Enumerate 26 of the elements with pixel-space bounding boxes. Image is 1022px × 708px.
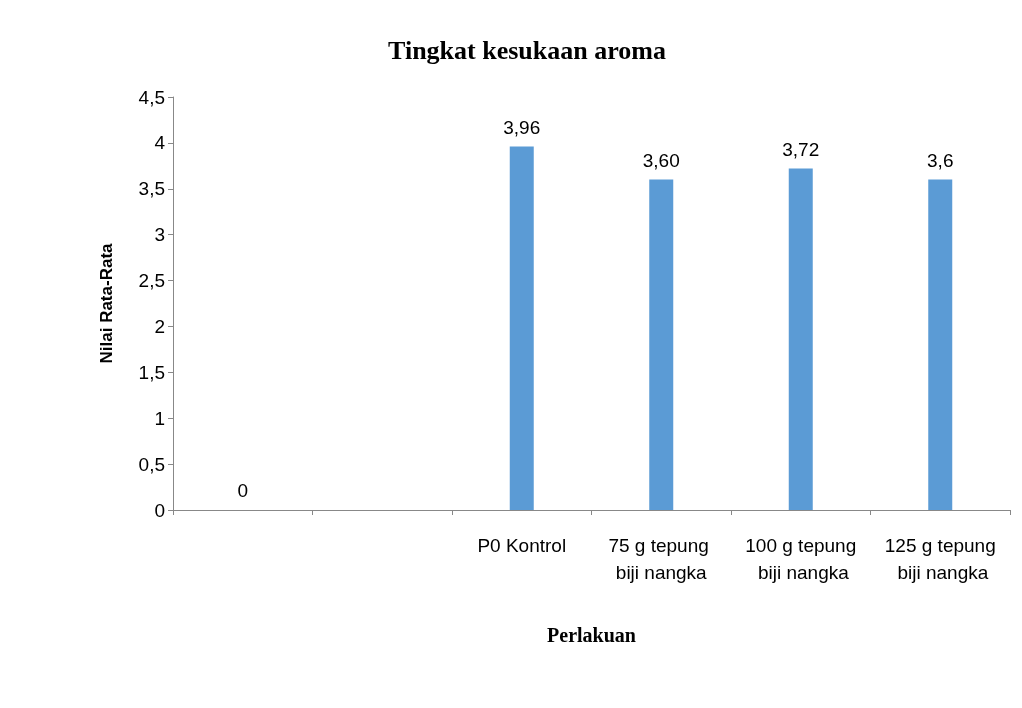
bar	[649, 179, 674, 510]
data-label: 3,96	[503, 116, 541, 138]
x-tick-label: 100 g tepung biji nangka	[745, 535, 857, 583]
y-tick-label: 3	[154, 224, 165, 246]
chart-title: Tingkat kesukaan aroma	[388, 35, 666, 65]
y-tick-label: 1,5	[138, 361, 165, 383]
bar	[928, 179, 953, 510]
y-tick-label: 2,5	[138, 270, 165, 292]
bar	[788, 168, 813, 510]
data-label: 0	[237, 480, 249, 501]
bar	[509, 146, 534, 510]
x-tick-label: 75 g tepung biji nangka	[608, 535, 715, 583]
y-tick-label: 3,5	[138, 178, 165, 200]
x-tick-label: 125 g tepung biji nangka	[884, 535, 996, 583]
data-label: 3,6	[927, 149, 954, 171]
y-tick-label: 0,5	[138, 453, 165, 475]
data-label: 3,72	[782, 138, 820, 160]
y-tick-label: 2	[154, 315, 165, 337]
x-tick-label: P0 Kontrol	[477, 535, 567, 556]
y-tick-label: 4	[154, 132, 166, 154]
x-axis-title: Perlakuan	[547, 624, 636, 646]
y-tick-label: 0	[154, 499, 165, 521]
data-label: 3,60	[642, 149, 680, 171]
y-tick-label: 1	[154, 407, 165, 429]
y-tick-label: 4,5	[138, 86, 165, 108]
y-axis-title: Nilai Rata-Rata	[97, 242, 116, 364]
